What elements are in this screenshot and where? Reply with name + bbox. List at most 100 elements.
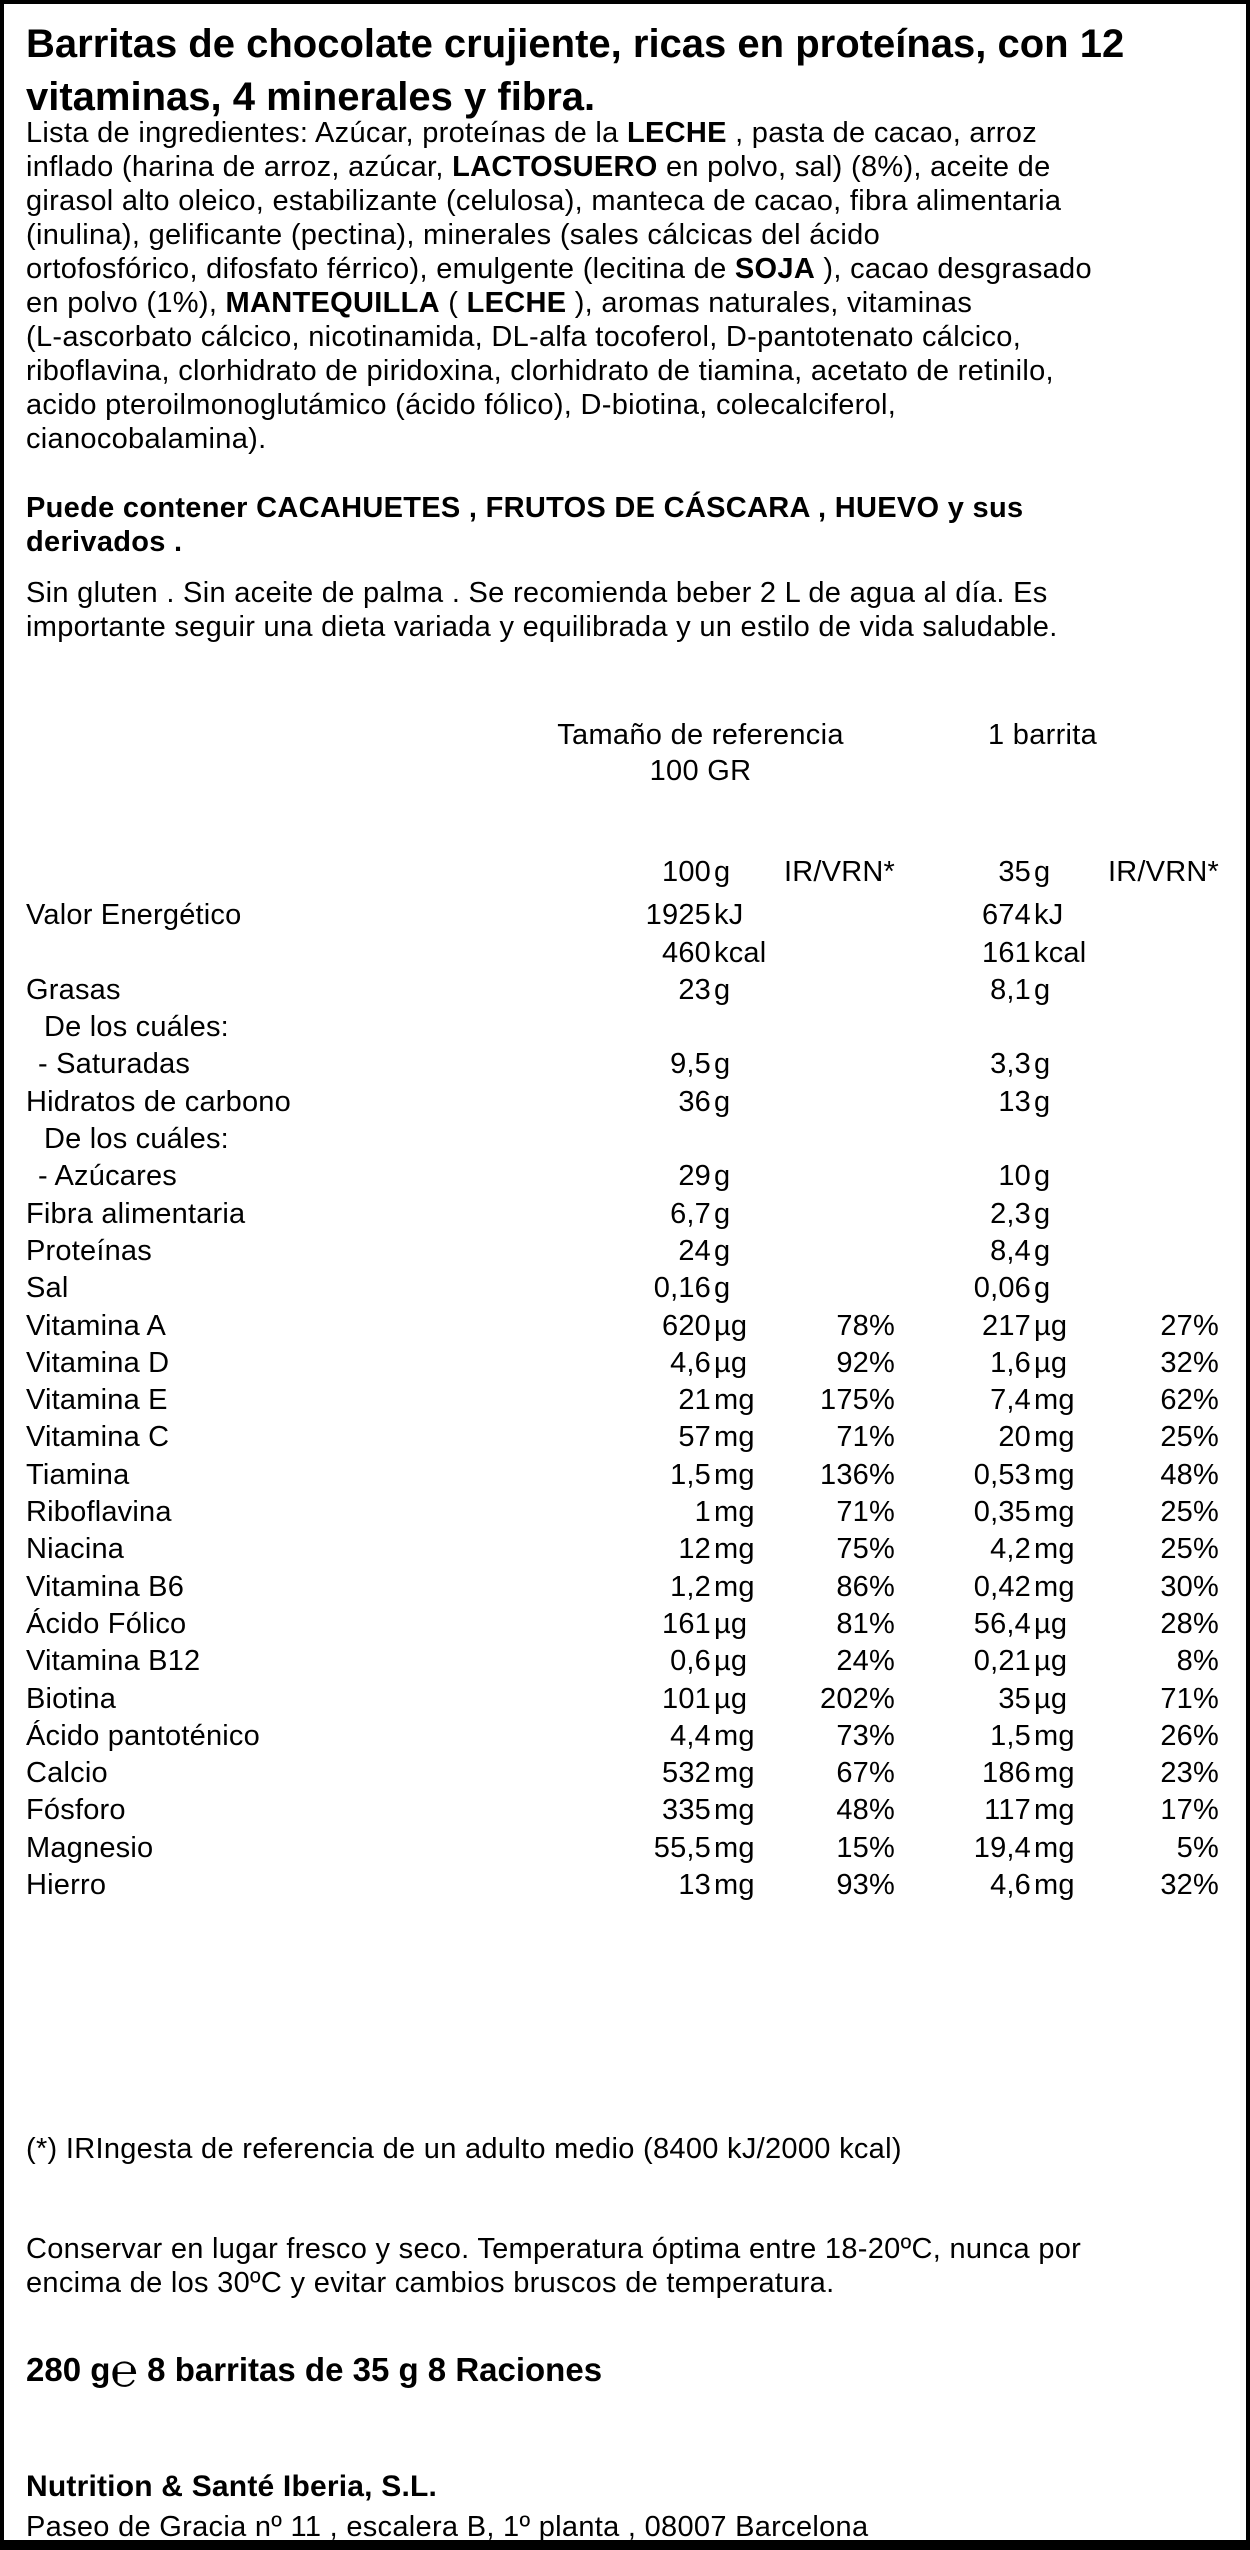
ingredients-list-line: cianocobalamina).	[26, 422, 1236, 456]
value-100g: 24	[678, 1234, 711, 1267]
pct-100g	[783, 1233, 895, 1270]
value-100g: 57	[678, 1421, 711, 1454]
unit-35g: kcal	[1034, 936, 1087, 969]
unit-35g: mg	[1034, 1421, 1075, 1454]
nutrition-row: - Saturadas 9,5 g 3,3 g	[26, 1046, 1226, 1083]
pct-100g: 136%	[820, 1458, 895, 1491]
value-35g: 4,6	[990, 1869, 1031, 1902]
pct-100g: 81%	[836, 1607, 895, 1640]
nutrient-label: Hierro	[26, 1869, 107, 1902]
text: ortofosfórico, difosfato férrico), emulg…	[26, 253, 735, 285]
pct-35g: 25%	[1160, 1421, 1219, 1454]
pct-35g	[1093, 1233, 1219, 1270]
col1-amount-header: 100	[662, 856, 711, 888]
pct-35g	[1093, 1158, 1219, 1195]
nutrient-label: Vitamina B12	[26, 1645, 201, 1678]
pct-100g	[783, 1270, 895, 1307]
nutrient-label: Fibra alimentaria	[26, 1197, 246, 1230]
pct-35g: 27%	[1160, 1309, 1219, 1342]
text: Puede contener CACAHUETES , FRUTOS DE CÁ…	[26, 492, 1024, 524]
nutrition-row: Vitamina A 620 µg 78% 217 µg 27%	[26, 1308, 1226, 1345]
nutrient-label: - Azúcares	[38, 1160, 177, 1193]
nutrient-label	[26, 935, 606, 972]
unit-100g: kJ	[714, 899, 744, 932]
pct-100g: 71%	[836, 1496, 895, 1529]
pct-100g: 75%	[836, 1533, 895, 1566]
pct-35g	[1093, 1046, 1219, 1083]
unit-35g: µg	[1034, 1309, 1068, 1342]
unit-100g: g	[714, 1234, 731, 1267]
text: riboflavina, clorhidrato de piridoxina, …	[26, 355, 1054, 387]
ingredients-list-line: girasol alto oleico, estabilizante (celu…	[26, 184, 1236, 218]
nutrient-label: Niacina	[26, 1533, 125, 1566]
pct-35g	[1093, 1009, 1219, 1046]
nutrition-row: - Azúcares 29 g 10 g	[26, 1158, 1226, 1195]
nutrition-row: Hierro 13 mg 93% 4,6 mg 32%	[26, 1867, 1226, 1904]
unit-100g: µg	[714, 1645, 748, 1678]
pct-100g: 67%	[836, 1757, 895, 1790]
pct-100g: 175%	[820, 1384, 895, 1417]
value-35g: 19,4	[973, 1831, 1031, 1864]
nutrient-label: Tiamina	[26, 1458, 130, 1491]
unit-35g	[1031, 1009, 1093, 1046]
value-100g: 9,5	[670, 1048, 711, 1081]
unit-100g: mg	[714, 1719, 755, 1752]
value-100g: 21	[678, 1384, 711, 1417]
value-100g: 29	[678, 1160, 711, 1193]
nutrition-row: Biotina 101 µg 202% 35 µg 71%	[26, 1681, 1226, 1718]
unit-35g: g	[1034, 1272, 1051, 1305]
value-35g: 161	[982, 936, 1031, 969]
value-100g: 23	[678, 973, 711, 1006]
product-title-line: Barritas de chocolate crujiente, ricas e…	[26, 18, 1124, 71]
allergen-statement-line: Puede contener CACAHUETES , FRUTOS DE CÁ…	[26, 491, 1023, 525]
unit-100g: g	[714, 1160, 731, 1193]
value-35g: 13	[998, 1085, 1031, 1118]
unit-35g: g	[1034, 973, 1051, 1006]
pct-35g	[1093, 1121, 1219, 1158]
manufacturer-name: Nutrition & Santé Iberia, S.L.	[26, 2470, 438, 2503]
unit-100g: mg	[714, 1570, 755, 1603]
nutrient-label: Vitamina B6	[26, 1570, 185, 1603]
unit-35g	[1031, 1121, 1093, 1158]
text: (	[439, 287, 467, 319]
text: encima de los 30ºC y evitar cambios brus…	[26, 2267, 835, 2299]
storage-instructions-line: encima de los 30ºC y evitar cambios brus…	[26, 2266, 1081, 2300]
value-100g: 0,16	[653, 1272, 711, 1305]
text: Barritas de chocolate crujiente, ricas e…	[26, 22, 1125, 66]
pct-35g: 30%	[1160, 1570, 1219, 1603]
col2-amount-header: 35	[998, 856, 1031, 888]
ingredients-list-line: (L-ascorbato cálcico, nicotinamida, DL-a…	[26, 320, 1236, 354]
nutrition-row: Ácido pantoténico 4,4 mg 73% 1,5 mg 26%	[26, 1718, 1226, 1755]
pct-35g	[1093, 897, 1219, 934]
column-header-reference-size: 100 GR	[649, 755, 752, 787]
nutrition-row: De los cuáles:	[26, 1121, 1226, 1158]
pct-35g: 71%	[1160, 1682, 1219, 1715]
pct-35g: 62%	[1160, 1384, 1219, 1417]
nutrition-row: Grasas 23 g 8,1 g	[26, 972, 1226, 1009]
nutrition-row: Calcio 532 mg 67% 186 mg 23%	[26, 1755, 1226, 1792]
ingredients-list: Lista de ingredientes: Azúcar, proteínas…	[26, 116, 1236, 456]
value-100g: 335	[662, 1794, 711, 1827]
unit-35g: mg	[1034, 1794, 1075, 1827]
value-100g: 460	[662, 936, 711, 969]
value-100g: 101	[662, 1682, 711, 1715]
value-100g: 532	[662, 1757, 711, 1790]
nutrition-row: Vitamina B6 1,2 mg 86% 0,42 mg 30%	[26, 1569, 1226, 1606]
pct-100g	[783, 897, 895, 934]
value-100g: 0,6	[670, 1645, 711, 1678]
nutrient-label: Sal	[26, 1272, 69, 1305]
value-35g: 1,6	[990, 1346, 1031, 1379]
nutrition-row: Vitamina D 4,6 µg 92% 1,6 µg 32%	[26, 1345, 1226, 1382]
pct-100g: 93%	[836, 1869, 895, 1902]
value-100g: 4,6	[670, 1346, 711, 1379]
ingredients-list-line: riboflavina, clorhidrato de piridoxina, …	[26, 354, 1236, 388]
value-35g: 1,5	[990, 1719, 1031, 1752]
nutrition-row: Sal 0,16 g 0,06 g	[26, 1270, 1226, 1307]
nutrient-label: Grasas	[26, 973, 121, 1006]
unit-35g: mg	[1034, 1757, 1075, 1790]
value-100g: 1,5	[670, 1458, 711, 1491]
text: derivados .	[26, 526, 183, 558]
claims-text-line: Sin gluten . Sin aceite de palma . Se re…	[26, 576, 1058, 610]
unit-100g: µg	[714, 1346, 748, 1379]
